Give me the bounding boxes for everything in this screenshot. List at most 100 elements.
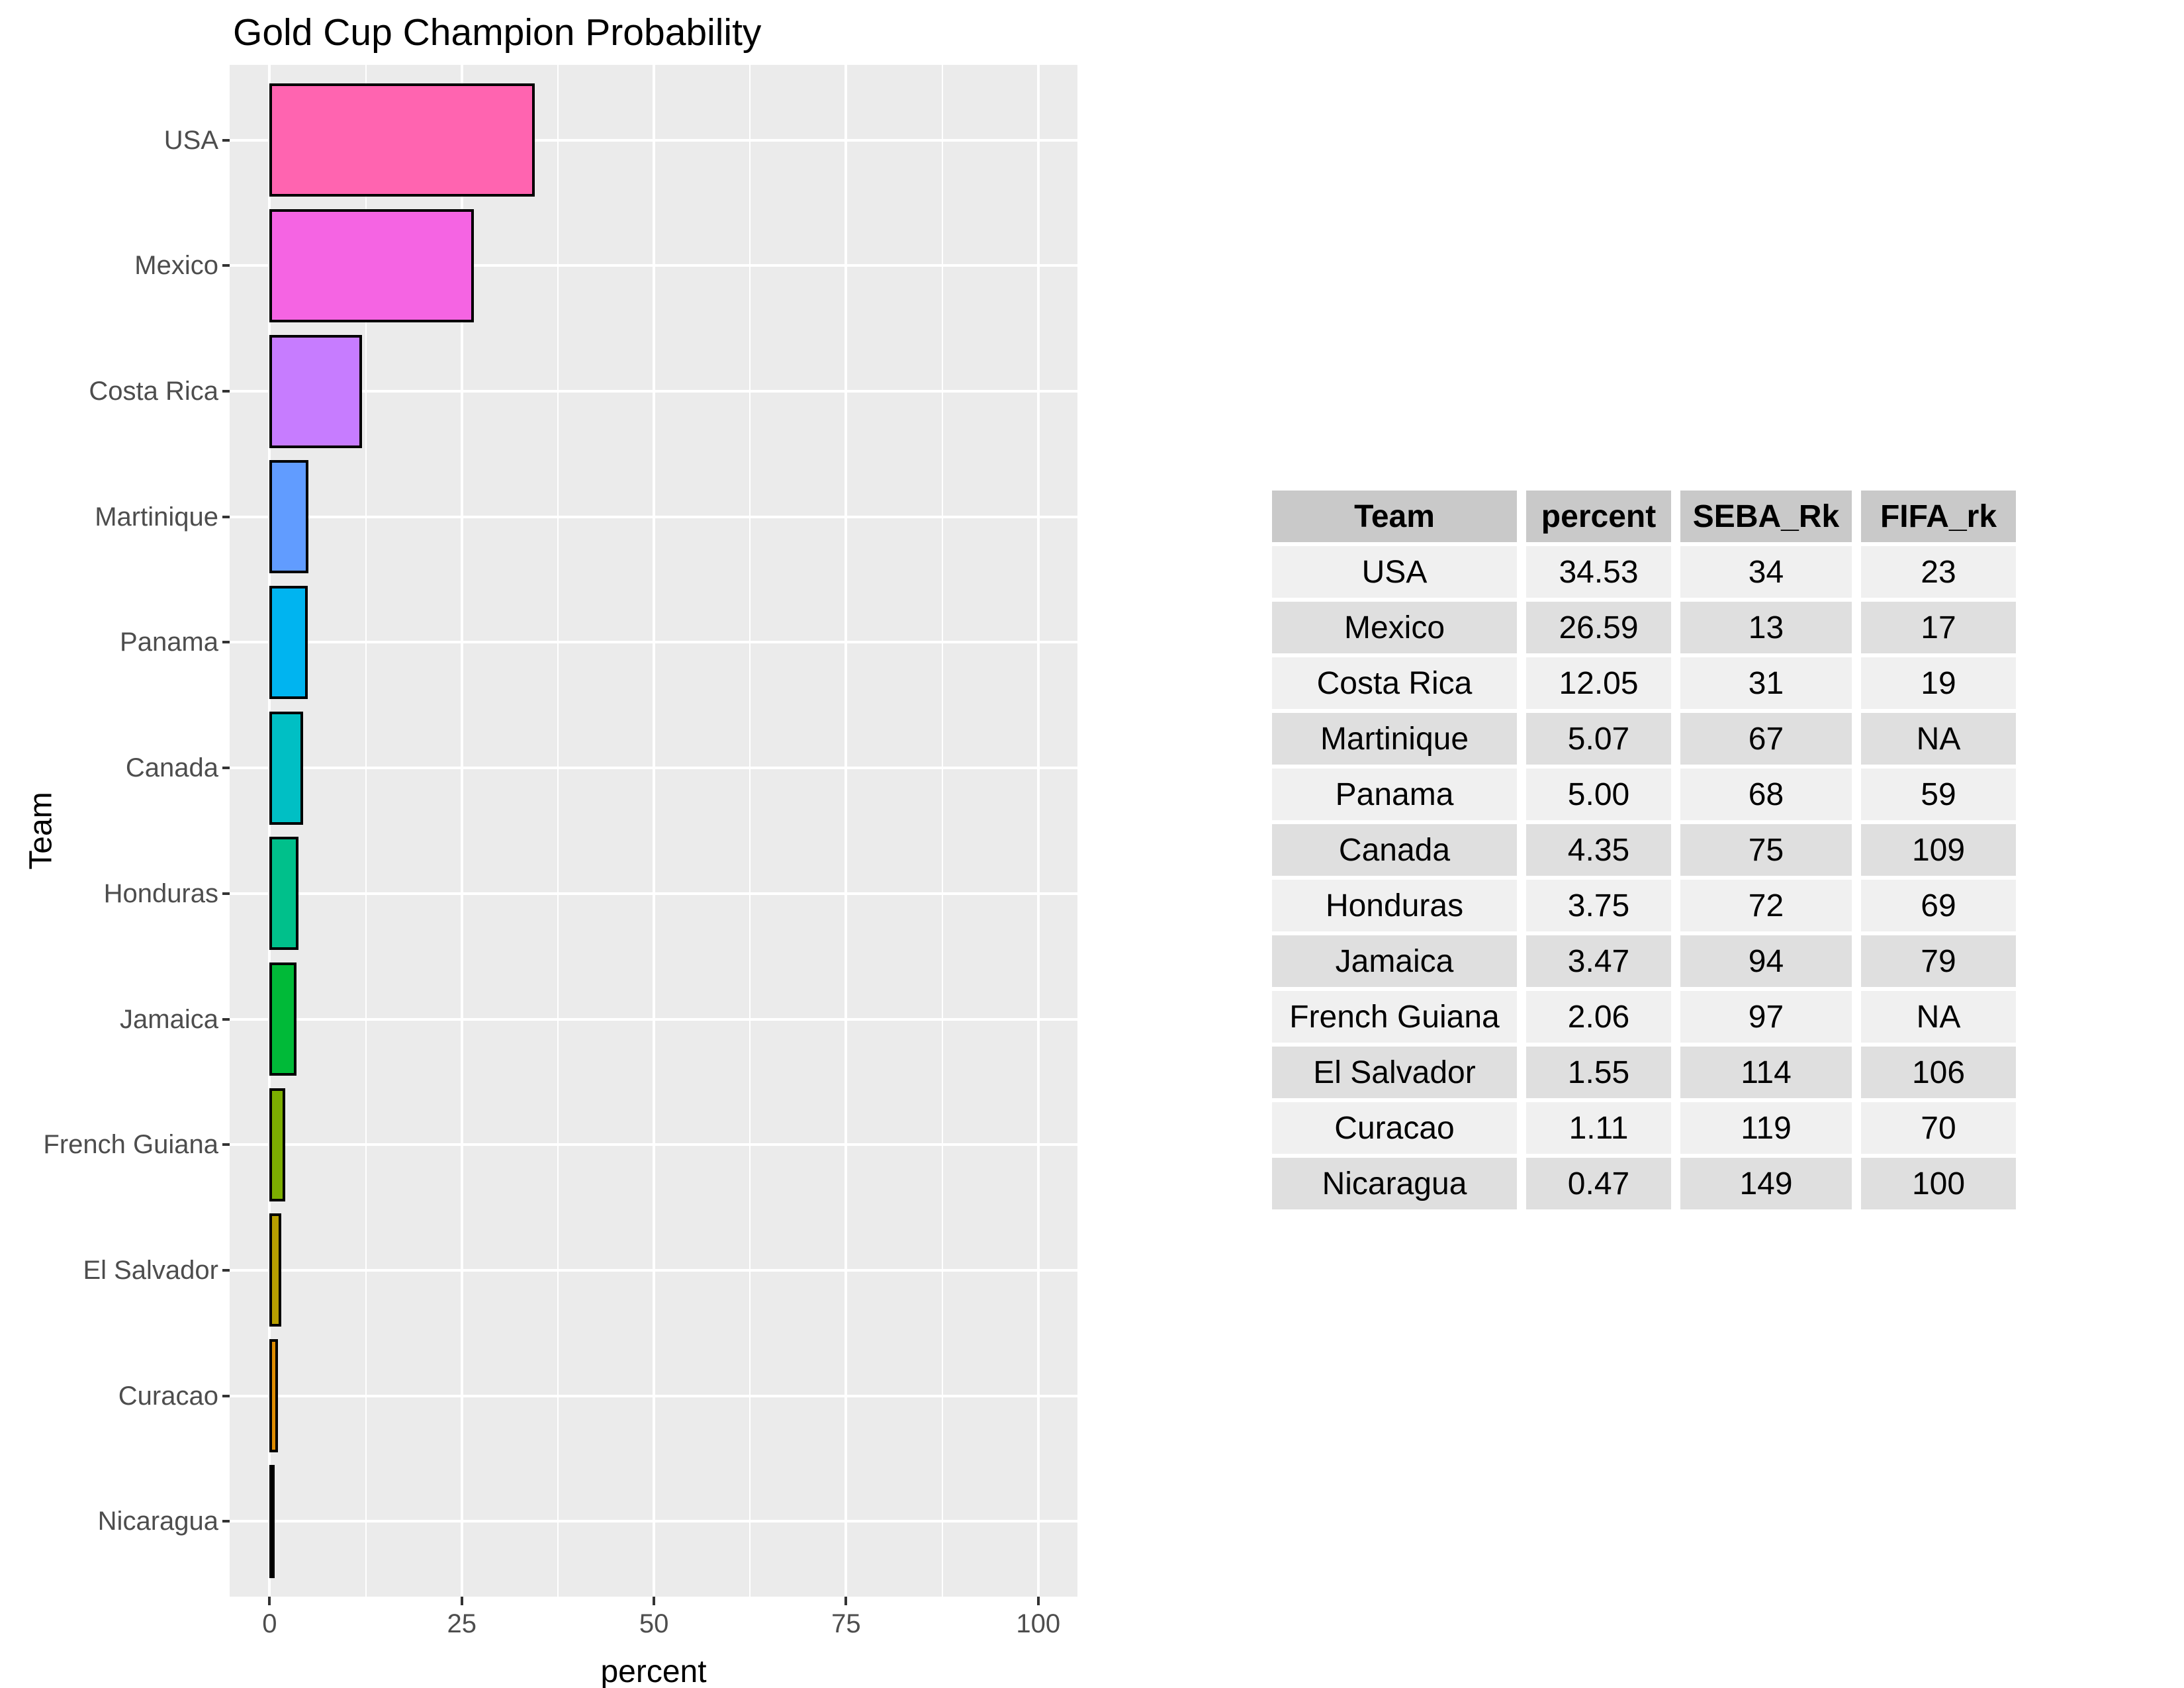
major-gridline-y — [230, 1268, 1077, 1272]
table-cell: 119 — [1680, 1102, 1852, 1154]
minor-gridline-x — [941, 65, 943, 1597]
x-axis-title: percent — [600, 1654, 707, 1688]
x-tick-mark — [1036, 1597, 1040, 1605]
table-cell: 149 — [1680, 1158, 1852, 1209]
bar-curacao — [269, 1339, 279, 1452]
major-gridline-y — [230, 1143, 1077, 1147]
major-gridline-y — [230, 390, 1077, 393]
major-gridline-x — [653, 65, 656, 1597]
table-cell: 75 — [1680, 824, 1852, 876]
table-row: Costa Rica 12.05 31 19 — [1272, 657, 2016, 709]
table-cell: NA — [1861, 991, 2016, 1043]
table-cell: 72 — [1680, 880, 1852, 931]
major-gridline-y — [230, 767, 1077, 770]
x-tick-label: 75 — [831, 1609, 861, 1638]
table-cell: 69 — [1861, 880, 2016, 931]
major-gridline-x — [844, 65, 848, 1597]
table-cell: Mexico — [1272, 602, 1517, 653]
table-row: USA 34.53 34 23 — [1272, 546, 2016, 598]
major-gridline-x — [268, 65, 271, 1597]
table-cell: 5.00 — [1526, 769, 1671, 820]
table-cell: Nicaragua — [1272, 1158, 1517, 1209]
y-tick-mark — [222, 1268, 230, 1272]
y-tick-label: Martinique — [95, 502, 218, 532]
table-cell: Costa Rica — [1272, 657, 1517, 709]
column-header: Team — [1272, 491, 1517, 542]
y-tick-label: French Guiana — [43, 1130, 218, 1160]
x-tick-mark — [844, 1597, 848, 1605]
table-row: Curacao 1.11 119 70 — [1272, 1102, 2016, 1154]
plot-panel — [230, 65, 1077, 1597]
table-cell: Panama — [1272, 769, 1517, 820]
table-cell: 59 — [1861, 769, 2016, 820]
table-cell: 114 — [1680, 1047, 1852, 1098]
table-cell: 109 — [1861, 824, 2016, 876]
column-header: FIFA_rk — [1861, 491, 2016, 542]
y-tick-label: Curacao — [118, 1381, 218, 1411]
bar-el-salvador — [269, 1213, 282, 1327]
table-cell: French Guiana — [1272, 991, 1517, 1043]
y-tick-label: Nicaragua — [97, 1507, 218, 1536]
bar-nicaragua — [269, 1465, 275, 1578]
y-tick-mark — [222, 390, 230, 393]
table-cell: Curacao — [1272, 1102, 1517, 1154]
table-cell: Jamaica — [1272, 935, 1517, 987]
table-cell: 0.47 — [1526, 1158, 1671, 1209]
table-cell: 1.11 — [1526, 1102, 1671, 1154]
table-cell: 34 — [1680, 546, 1852, 598]
major-gridline-y — [230, 515, 1077, 518]
table-cell: Canada — [1272, 824, 1517, 876]
x-tick-mark — [268, 1597, 271, 1605]
x-tick-label: 50 — [639, 1609, 669, 1638]
column-header: SEBA_Rk — [1680, 491, 1852, 542]
table-cell: 4.35 — [1526, 824, 1671, 876]
table-row: Mexico 26.59 13 17 — [1272, 602, 2016, 653]
column-header: percent — [1526, 491, 1671, 542]
table-row: French Guiana 2.06 97 NA — [1272, 991, 2016, 1043]
y-tick-mark — [222, 1143, 230, 1147]
table-cell: 97 — [1680, 991, 1852, 1043]
table-cell: 5.07 — [1526, 713, 1671, 765]
y-tick-mark — [222, 1017, 230, 1021]
y-tick-label: Costa Rica — [89, 377, 218, 406]
x-tick-label: 25 — [447, 1609, 477, 1638]
major-gridline-y — [230, 138, 1077, 142]
x-tick-mark — [460, 1597, 463, 1605]
minor-gridline-x — [749, 65, 751, 1597]
table-row: Canada 4.35 75 109 — [1272, 824, 2016, 876]
bar-usa — [269, 83, 535, 197]
table-cell: 100 — [1861, 1158, 2016, 1209]
bar-mexico — [269, 209, 475, 322]
y-tick-mark — [222, 1520, 230, 1523]
table-cell: El Salvador — [1272, 1047, 1517, 1098]
y-tick-mark — [222, 515, 230, 518]
table-cell: 94 — [1680, 935, 1852, 987]
major-gridline-y — [230, 641, 1077, 644]
bar-martinique — [269, 460, 309, 573]
table-row: Martinique 5.07 67 NA — [1272, 713, 2016, 765]
table-row: Honduras 3.75 72 69 — [1272, 880, 2016, 931]
table-cell: 12.05 — [1526, 657, 1671, 709]
table-cell: 70 — [1861, 1102, 2016, 1154]
x-tick-label: 100 — [1016, 1609, 1061, 1638]
major-gridline-y — [230, 1520, 1077, 1523]
y-tick-mark — [222, 1394, 230, 1397]
table-cell: 34.53 — [1526, 546, 1671, 598]
major-gridline-y — [230, 264, 1077, 267]
bar-costa-rica — [269, 335, 363, 448]
table-cell: 106 — [1861, 1047, 2016, 1098]
minor-gridline-x — [365, 65, 367, 1597]
table-cell: 17 — [1861, 602, 2016, 653]
major-gridline-y — [230, 1394, 1077, 1397]
table-row: Jamaica 3.47 94 79 — [1272, 935, 2016, 987]
y-tick-label: Mexico — [134, 251, 218, 281]
table-cell: 3.47 — [1526, 935, 1671, 987]
major-gridline-y — [230, 892, 1077, 895]
y-tick-label: El Salvador — [83, 1255, 218, 1285]
table-row: Nicaragua 0.47 149 100 — [1272, 1158, 2016, 1209]
y-tick-label: USA — [163, 125, 218, 155]
bar-french-guiana — [269, 1088, 286, 1201]
major-gridline-y — [230, 1017, 1077, 1021]
table-cell: 68 — [1680, 769, 1852, 820]
